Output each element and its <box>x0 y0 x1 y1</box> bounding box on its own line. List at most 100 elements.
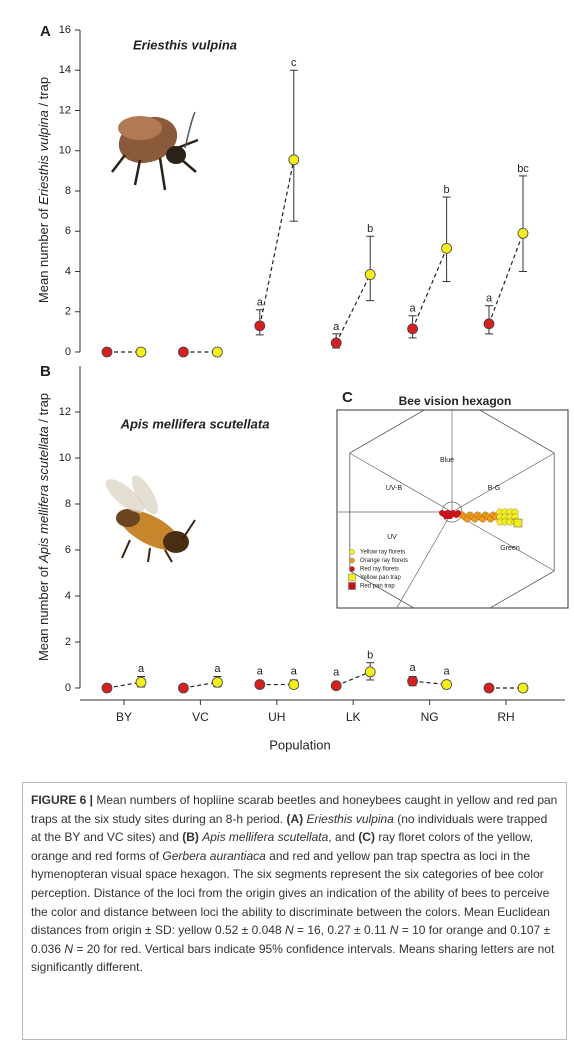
y-tick-label: 10 <box>59 452 71 464</box>
data-point <box>517 682 529 694</box>
chart-title: Apis mellifera scutellata <box>120 416 270 431</box>
y-tick-label: 8 <box>65 498 71 510</box>
x-tick-label: NG <box>421 710 439 724</box>
y-tick-label: 6 <box>65 225 71 237</box>
caption-text: (B) <box>182 830 199 845</box>
legend-marker <box>349 566 355 572</box>
data-point <box>288 679 300 690</box>
y-tick-label: 2 <box>65 636 71 648</box>
x-tick-label: LK <box>346 710 361 724</box>
caption-text: Gerbera aurantiaca <box>162 848 266 863</box>
chart-title: Eriesthis vulpina <box>133 37 237 52</box>
figure: 0 2 4 6 8 10 12 14 16 Mean number of Eriesthis vu… <box>36 23 569 752</box>
connector <box>106 681 142 689</box>
x-tick-label: UH <box>268 710 285 724</box>
y-axis-label-part: Mean number of <box>36 563 51 661</box>
data-point <box>407 323 419 335</box>
significance-letter: a <box>333 667 340 679</box>
significance-letter: c <box>291 57 297 69</box>
connector <box>259 159 295 326</box>
y-tick-label: 4 <box>65 265 71 277</box>
bee-photo <box>105 475 196 563</box>
data-point <box>517 227 529 239</box>
connector <box>183 681 218 689</box>
sector-line <box>451 511 555 572</box>
y-tick-label: 4 <box>65 590 71 602</box>
data-point <box>254 320 266 332</box>
legend-label: Yellow ray florets <box>360 550 405 556</box>
legend-label: Red ray florets <box>360 567 399 573</box>
data-point <box>101 346 113 358</box>
sector-line <box>451 452 555 513</box>
significance-letter: a <box>333 321 340 333</box>
y-axis-label: Mean number of Eriesthis vulpina / trap <box>36 77 51 303</box>
data-point <box>364 269 376 280</box>
caption-text: N <box>389 923 399 938</box>
beetle-photo <box>111 111 199 191</box>
data-point <box>177 682 189 694</box>
data-point <box>407 675 419 687</box>
legend-label: Yellow pan trap <box>360 575 401 581</box>
y-tick-label: 8 <box>65 185 71 197</box>
y-tick-label: 0 <box>65 682 71 694</box>
sector-label: Blue <box>440 457 454 464</box>
y-axis-label-part: / trap <box>36 393 51 426</box>
data-point <box>330 680 342 692</box>
caption-text: N <box>64 941 74 956</box>
significance-letter: a <box>257 665 264 677</box>
caption-text: Mean numbers of hopliine scarab beetles … <box>31 793 558 826</box>
significance-letter: a <box>410 303 417 315</box>
data-point <box>441 679 453 690</box>
x-tick-label: BY <box>116 710 132 724</box>
hexagon-frame <box>336 409 569 609</box>
data-point <box>483 682 495 694</box>
y-axis-label-part: Mean number of <box>36 205 51 303</box>
x-axis-label: Population <box>269 737 330 752</box>
significance-letter: b <box>367 223 373 235</box>
y-axis-label: Mean number of Apis mellifera scutellata… <box>36 393 51 661</box>
significance-letter: a <box>257 297 264 309</box>
y-axis-label-part: / trap <box>36 77 51 110</box>
legend-label: Orange ray florets <box>360 558 408 564</box>
sector-line <box>396 511 453 608</box>
significance-letter: a <box>291 665 298 677</box>
data-point <box>101 682 113 694</box>
sector-line <box>349 452 453 513</box>
sector-label: Green <box>500 545 520 552</box>
y-tick-label: 16 <box>59 24 71 36</box>
connector <box>412 680 447 686</box>
y-tick-label: 12 <box>59 406 71 418</box>
data-point <box>364 666 376 678</box>
significance-letter: a <box>214 663 221 675</box>
caption-text: FIGURE 6 | <box>31 793 94 807</box>
data-point <box>211 676 223 688</box>
y-tick-label: 14 <box>59 64 71 76</box>
caption-text: = 10 for orange and 0.107 ± 0.036 <box>31 923 551 956</box>
y-tick-label: 2 <box>65 306 71 318</box>
sector-label: B-G <box>488 485 500 492</box>
x-tick-label: VC <box>192 710 209 724</box>
data-point <box>288 154 300 166</box>
caption-text: = 20 for red. Vertical bars indicate 95%… <box>31 941 555 975</box>
data-point <box>211 346 223 358</box>
locus <box>455 510 462 516</box>
connector <box>412 248 448 330</box>
caption-text: (C) <box>358 830 375 845</box>
legend-marker <box>349 557 355 564</box>
caption-text: , and <box>328 830 359 845</box>
y-tick-label: 0 <box>65 346 71 358</box>
y-tick-label: 6 <box>65 544 71 556</box>
chart-title: Bee vision hexagon <box>399 394 512 408</box>
significance-letter: a <box>444 665 451 677</box>
y-axis-label-part: Eriesthis vulpina <box>36 110 51 205</box>
legend-marker <box>349 549 355 555</box>
sector-label: UV-B <box>386 485 403 492</box>
panel-label: B <box>40 363 51 380</box>
significance-letter: a <box>410 662 417 674</box>
y-axis-label-part: Apis mellifera scutellata <box>36 426 51 564</box>
significance-letter: b <box>367 650 373 662</box>
caption-text: Eriesthis vulpina <box>306 811 394 826</box>
data-point <box>177 346 189 358</box>
figure-caption: FIGURE 6 | Mean numbers of hopliine scar… <box>22 782 567 1040</box>
